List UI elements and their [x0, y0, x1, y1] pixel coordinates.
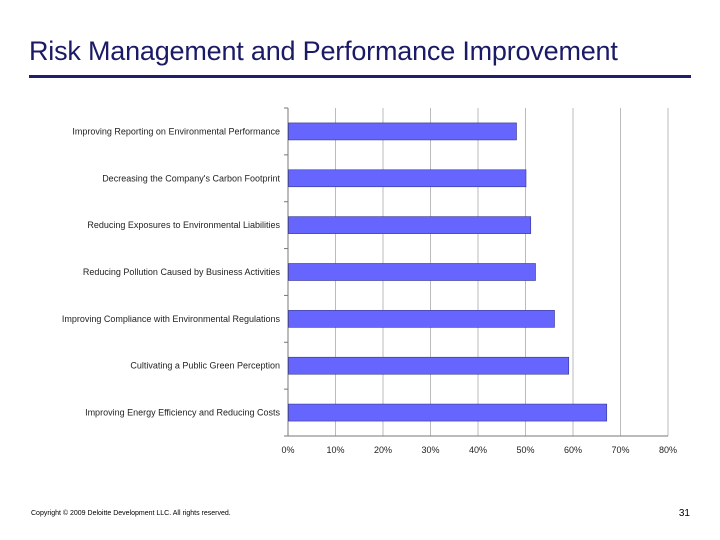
x-tick-label: 60%	[564, 445, 582, 455]
bar	[288, 356, 570, 375]
x-tick-label: 20%	[374, 445, 392, 455]
bar	[288, 310, 555, 328]
x-tick-label: 10%	[326, 445, 344, 455]
title-rule	[29, 75, 691, 78]
category-label: Reducing Pollution Caused by Business Ac…	[83, 267, 281, 277]
bar	[288, 169, 527, 188]
x-tick-label: 70%	[611, 445, 629, 455]
x-tick-label: 30%	[421, 445, 439, 455]
category-label: Improving Reporting on Environmental Per…	[72, 126, 280, 136]
x-tick-label: 0%	[281, 445, 294, 455]
x-tick-label: 50%	[516, 445, 534, 455]
category-label: Decreasing the Company's Carbon Footprin…	[102, 173, 280, 183]
category-label: Cultivating a Public Green Perception	[130, 361, 280, 371]
bar	[288, 403, 608, 422]
bar	[288, 263, 536, 281]
page-number: 31	[678, 508, 690, 519]
bar	[288, 216, 532, 234]
category-label: Improving Compliance with Environmental …	[62, 314, 281, 324]
footer-copyright: Copyright © 2009 Deloitte Development LL…	[31, 510, 231, 517]
category-label: Improving Energy Efficiency and Reducing…	[85, 408, 280, 418]
x-tick-label: 80%	[659, 445, 677, 455]
bar	[288, 122, 517, 141]
category-label: Reducing Exposures to Environmental Liab…	[87, 220, 280, 230]
x-tick-label: 40%	[469, 445, 487, 455]
slide-title: Risk Management and Performance Improvem…	[29, 36, 618, 66]
